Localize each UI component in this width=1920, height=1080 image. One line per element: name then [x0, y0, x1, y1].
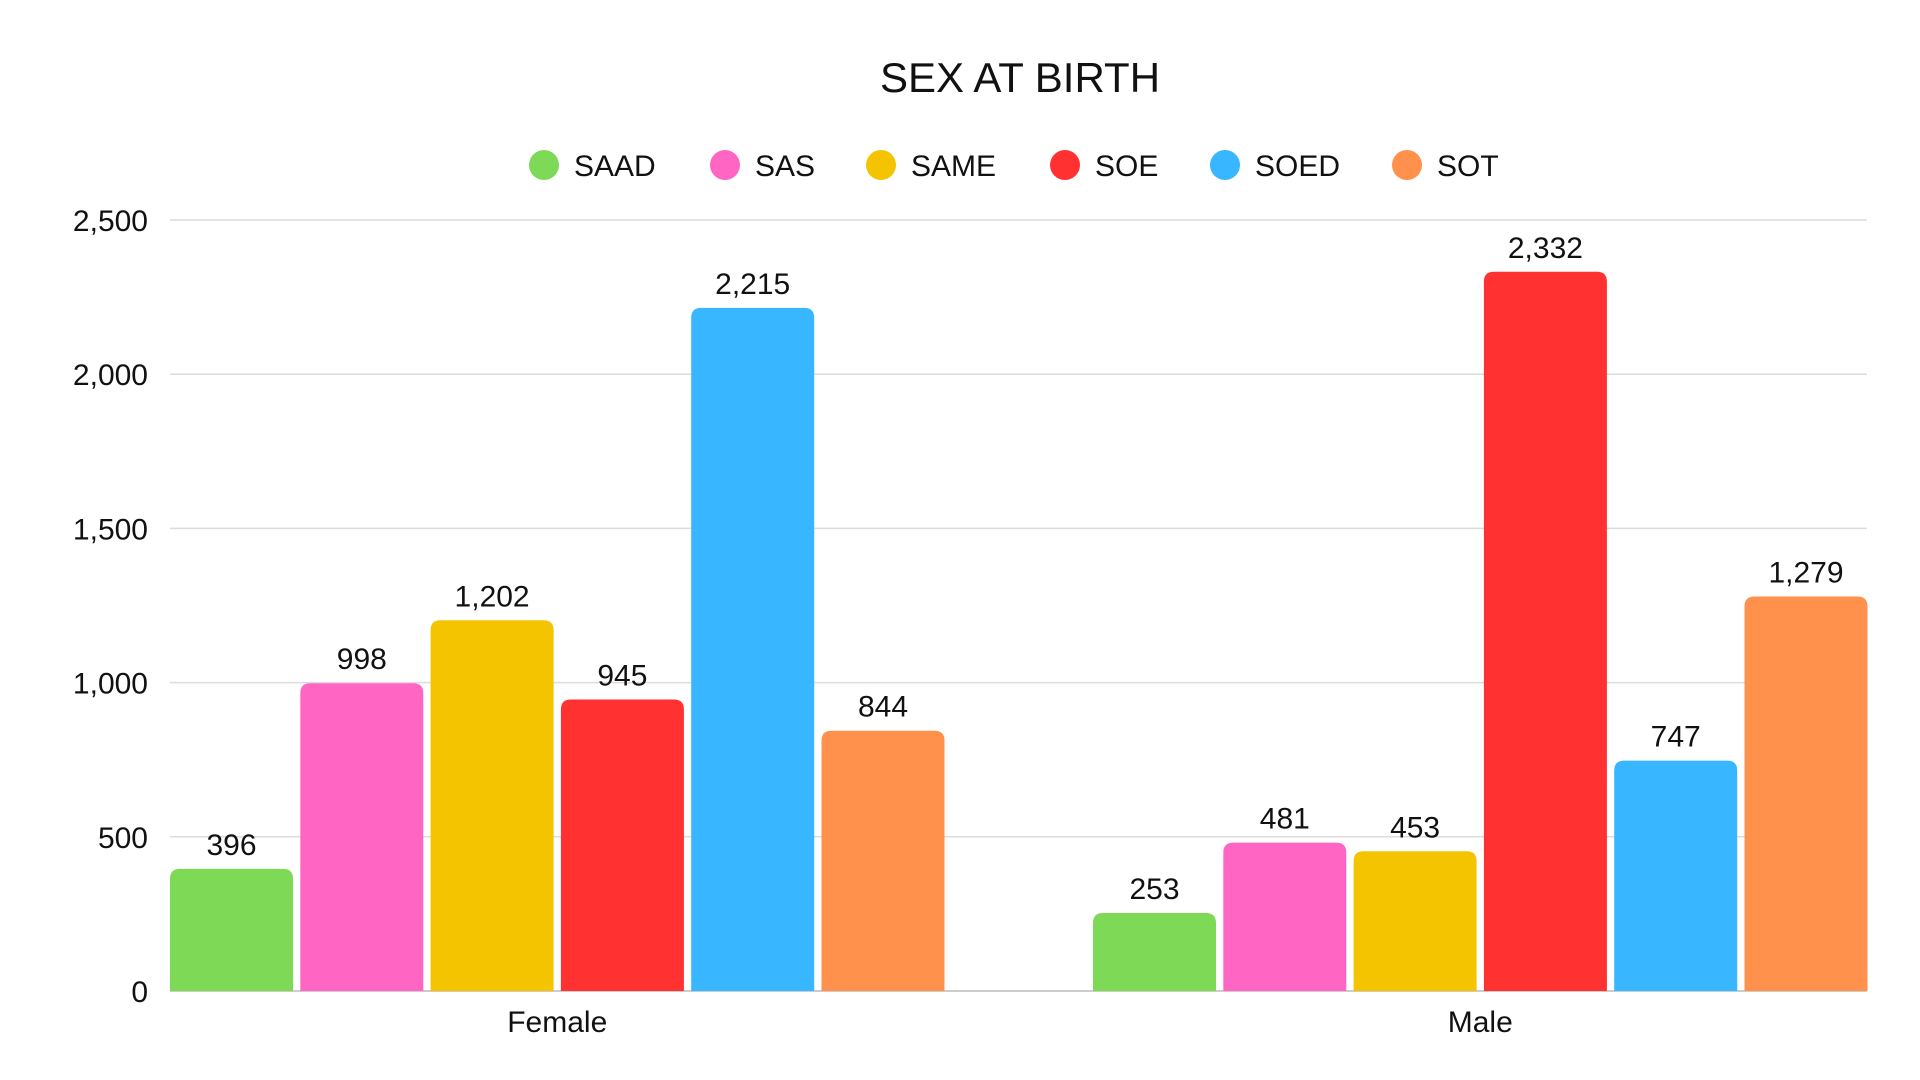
bar-female-sas	[300, 683, 424, 991]
data-label: 998	[337, 643, 387, 676]
y-tick-label: 2,000	[73, 359, 148, 392]
data-label: 747	[1651, 721, 1701, 754]
legend-marker-soe	[1050, 150, 1080, 180]
data-label: 1,279	[1768, 557, 1843, 590]
bar-male-saad	[1093, 912, 1216, 991]
x-tick-label: Male	[1448, 1006, 1513, 1039]
y-tick-label: 2,500	[73, 205, 148, 238]
legend-label-saad: SAAD	[574, 150, 656, 183]
data-label: 844	[858, 691, 908, 724]
x-tick-label: Female	[507, 1006, 607, 1039]
bar-male-same	[1353, 851, 1477, 991]
bars: 396 998 1,202 945 2,215 844 253 481 453 2,332 747 1…	[170, 232, 1868, 992]
bar-female-same	[430, 620, 554, 991]
x-axis: Female Male	[507, 1006, 1513, 1039]
bar-female-soed	[691, 307, 815, 991]
bar-female-soe	[560, 699, 684, 991]
data-label: 253	[1129, 873, 1179, 906]
y-tick-label: 1,500	[73, 513, 148, 546]
bar-male-soe	[1483, 271, 1607, 992]
y-tick-label: 0	[131, 976, 148, 1009]
bar-female-saad	[170, 868, 293, 991]
bar-male-soed	[1614, 760, 1738, 991]
legend: SAAD SAS SAME SOE SOED SOT	[529, 150, 1499, 183]
chart-title: SEX AT BIRTH	[880, 54, 1160, 101]
legend-marker-soed	[1210, 150, 1240, 180]
legend-marker-saad	[529, 150, 559, 180]
y-tick-label: 1,000	[73, 668, 148, 701]
data-label: 1,202	[455, 580, 530, 613]
legend-marker-sas	[710, 150, 740, 180]
bar-male-sot	[1744, 596, 1868, 991]
legend-marker-same	[866, 150, 896, 180]
legend-label-same: SAME	[911, 150, 996, 183]
data-label: 453	[1390, 811, 1440, 844]
legend-marker-sot	[1392, 150, 1422, 180]
legend-label-soe: SOE	[1095, 150, 1158, 183]
data-label: 945	[597, 660, 647, 693]
gridlines	[170, 219, 1867, 992]
bar-male-sas	[1223, 842, 1347, 991]
y-tick-label: 500	[98, 822, 148, 855]
data-label: 2,332	[1508, 232, 1583, 265]
y-axis: 0 500 1,000 1,500 2,000 2,500	[73, 205, 148, 1009]
data-label: 2,215	[715, 268, 790, 301]
legend-label-soed: SOED	[1255, 150, 1340, 183]
data-label: 481	[1260, 803, 1310, 836]
legend-label-sas: SAS	[755, 150, 815, 183]
bar-female-sot	[821, 730, 945, 991]
data-label: 396	[206, 829, 256, 862]
legend-label-sot: SOT	[1437, 150, 1499, 183]
